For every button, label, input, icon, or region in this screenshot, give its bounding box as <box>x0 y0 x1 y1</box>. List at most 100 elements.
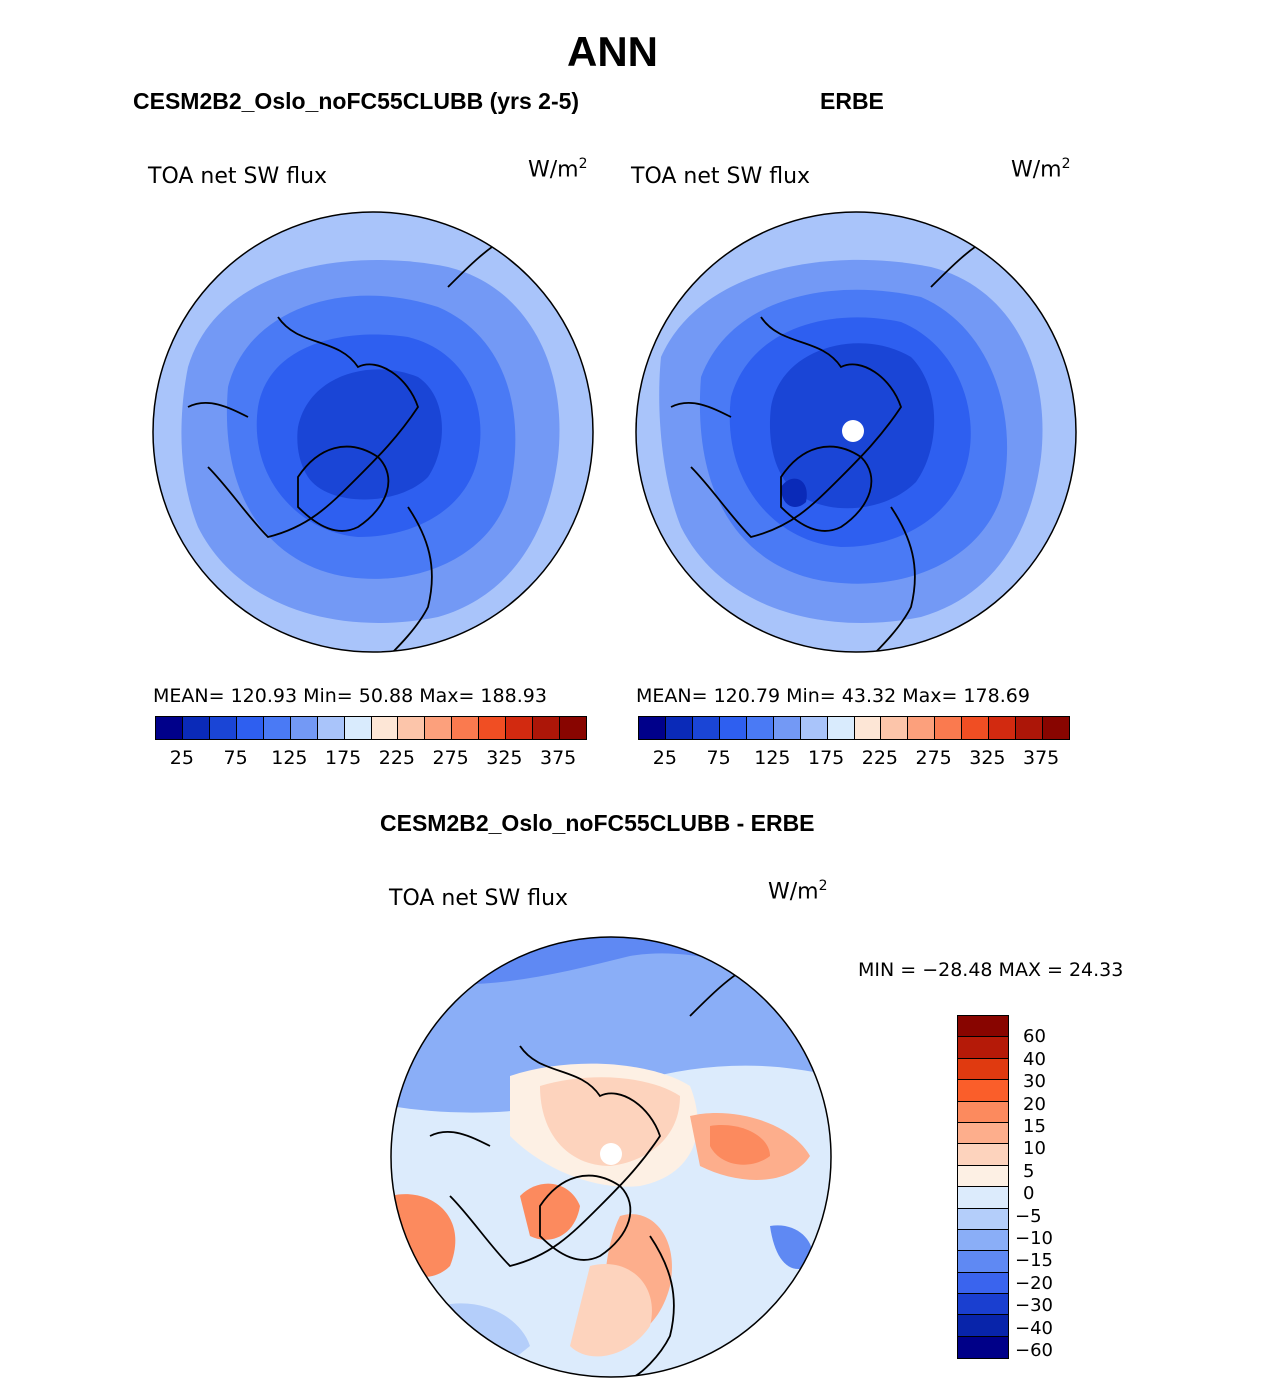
model-colorbar-labels: 25 75 125 175 225 275 325 375 <box>155 747 585 771</box>
diff-colorbar-tick-label: −10 <box>1015 1228 1053 1249</box>
model-colorbar-tick-label: 175 <box>324 747 362 769</box>
model-stats: MEAN= 120.93 Min= 50.88 Max= 188.93 <box>153 685 547 707</box>
obs-colorbar-swatch <box>935 717 963 739</box>
diff-colorbar-tick-label: 15 <box>1023 1116 1046 1137</box>
diff-colorbar-tick-label: 0 <box>1023 1183 1035 1205</box>
obs-colorbar-tick-label: 225 <box>861 747 899 769</box>
model-colorbar-swatch <box>156 717 183 739</box>
diff-colorbar-swatch <box>958 1165 1008 1188</box>
diff-colorbar-labels: 60 40 30 20 15 10 5 0 −5 −10 −15 −20 −30 −40 −60 <box>1015 1015 1075 1361</box>
diff-colorbar-tick-label: −60 <box>1015 1340 1053 1361</box>
diff-variable-label: TOA net SW flux <box>389 886 569 911</box>
model-colorbar-swatch <box>371 717 399 739</box>
obs-colorbar-swatch <box>639 717 666 739</box>
model-colorbar-swatch <box>452 717 480 739</box>
model-panel-title: CESM2B2_Oslo_noFC55CLUBB (yrs 2-5) <box>133 88 580 114</box>
diff-colorbar-swatch <box>958 1101 1008 1123</box>
diff-colorbar-tick-label: 20 <box>1023 1093 1046 1115</box>
model-colorbar-swatch <box>344 717 372 739</box>
obs-colorbar-tick-label: 175 <box>807 747 845 769</box>
diff-colorbar-swatch <box>958 1016 1008 1038</box>
obs-colorbar-swatch <box>962 717 990 739</box>
model-colorbar-swatch <box>209 717 237 739</box>
diff-colorbar-tick-label: −5 <box>1015 1205 1042 1227</box>
obs-polar-map <box>635 211 1077 653</box>
diff-colorbar-swatch <box>958 1229 1008 1252</box>
obs-colorbar-tick-label: 275 <box>915 747 952 769</box>
model-colorbar-tick-label: 325 <box>486 747 523 769</box>
model-colorbar <box>155 716 587 740</box>
model-colorbar-swatch <box>182 717 210 739</box>
diff-stats: MIN = −28.48 MAX = 24.33 <box>858 959 1124 981</box>
obs-panel-title: ERBE <box>820 88 884 114</box>
diff-colorbar-swatch <box>958 1208 1008 1230</box>
model-colorbar-tick-label: 125 <box>271 747 308 769</box>
diff-colorbar-swatch <box>958 1037 1008 1059</box>
obs-colorbar-swatch <box>908 717 936 739</box>
model-colorbar-tick-label: 25 <box>169 747 194 769</box>
diff-colorbar-swatch <box>958 1144 1008 1166</box>
obs-colorbar-swatch <box>773 717 801 739</box>
obs-units: W/m2 <box>1011 156 1071 183</box>
obs-colorbar-labels: 25 75 125 175 225 275 325 375 <box>638 747 1068 771</box>
model-colorbar-swatch <box>317 717 345 739</box>
model-colorbar-tick-label: 275 <box>432 747 469 769</box>
diff-colorbar-tick-label: −15 <box>1015 1250 1053 1272</box>
diff-colorbar <box>957 1015 1009 1360</box>
diff-panel-title: CESM2B2_Oslo_noFC55CLUBB - ERBE <box>380 810 815 836</box>
diff-colorbar-swatch <box>958 1080 1008 1102</box>
diff-colorbar-tick-label: 30 <box>1023 1071 1046 1093</box>
obs-colorbar <box>638 716 1070 740</box>
model-colorbar-swatch <box>263 717 291 739</box>
obs-colorbar-swatch <box>719 717 747 739</box>
model-colorbar-swatch <box>290 717 318 739</box>
obs-colorbar-swatch <box>665 717 693 739</box>
model-variable-label: TOA net SW flux <box>148 164 328 189</box>
diff-colorbar-swatch <box>958 1294 1008 1316</box>
model-colorbar-swatch <box>479 717 507 739</box>
obs-variable-label: TOA net SW flux <box>631 164 811 189</box>
diff-colorbar-tick-label: −20 <box>1015 1272 1053 1294</box>
model-colorbar-swatch <box>425 717 453 739</box>
figure-title: ANN <box>567 28 658 75</box>
model-colorbar-tick-label: 375 <box>539 747 577 769</box>
obs-stats: MEAN= 120.79 Min= 43.32 Max= 178.69 <box>636 685 1030 707</box>
diff-colorbar-swatch <box>958 1251 1008 1273</box>
model-colorbar-tick-label: 225 <box>378 747 416 769</box>
obs-colorbar-swatch <box>746 717 774 739</box>
diff-colorbar-tick-label: −40 <box>1015 1317 1053 1339</box>
diff-colorbar-swatch <box>958 1272 1008 1295</box>
model-colorbar-swatch <box>560 717 586 739</box>
obs-colorbar-swatch <box>827 717 855 739</box>
model-colorbar-swatch <box>506 717 534 739</box>
diff-colorbar-tick-label: 5 <box>1023 1160 1035 1182</box>
obs-colorbar-swatch <box>989 717 1017 739</box>
diff-colorbar-tick-label: 40 <box>1023 1048 1046 1070</box>
diff-colorbar-swatch <box>958 1122 1008 1145</box>
diff-colorbar-swatch <box>958 1058 1008 1081</box>
obs-colorbar-tick-label: 125 <box>754 747 791 769</box>
obs-colorbar-swatch <box>1016 717 1044 739</box>
diff-colorbar-tick-label: −30 <box>1015 1295 1053 1317</box>
obs-colorbar-tick-label: 75 <box>706 747 731 769</box>
diff-colorbar-swatch <box>958 1315 1008 1337</box>
diff-colorbar-swatch <box>958 1187 1008 1209</box>
obs-colorbar-swatch <box>692 717 720 739</box>
obs-colorbar-swatch <box>800 717 828 739</box>
diff-colorbar-tick-label: 60 <box>1023 1026 1046 1048</box>
diff-polar-map <box>390 936 832 1378</box>
model-colorbar-swatch <box>398 717 426 739</box>
obs-colorbar-swatch <box>854 717 882 739</box>
model-colorbar-swatch <box>533 717 561 739</box>
model-polar-map <box>152 211 594 653</box>
model-colorbar-tick-label: 75 <box>223 747 248 769</box>
diff-units: W/m2 <box>768 878 828 905</box>
obs-colorbar-swatch <box>881 717 909 739</box>
model-colorbar-swatch <box>236 717 264 739</box>
obs-colorbar-tick-label: 375 <box>1022 747 1060 769</box>
obs-colorbar-tick-label: 325 <box>969 747 1006 769</box>
obs-colorbar-tick-label: 25 <box>652 747 677 769</box>
obs-colorbar-swatch <box>1043 717 1069 739</box>
model-units: W/m2 <box>528 156 588 183</box>
diff-colorbar-swatch <box>958 1336 1008 1359</box>
